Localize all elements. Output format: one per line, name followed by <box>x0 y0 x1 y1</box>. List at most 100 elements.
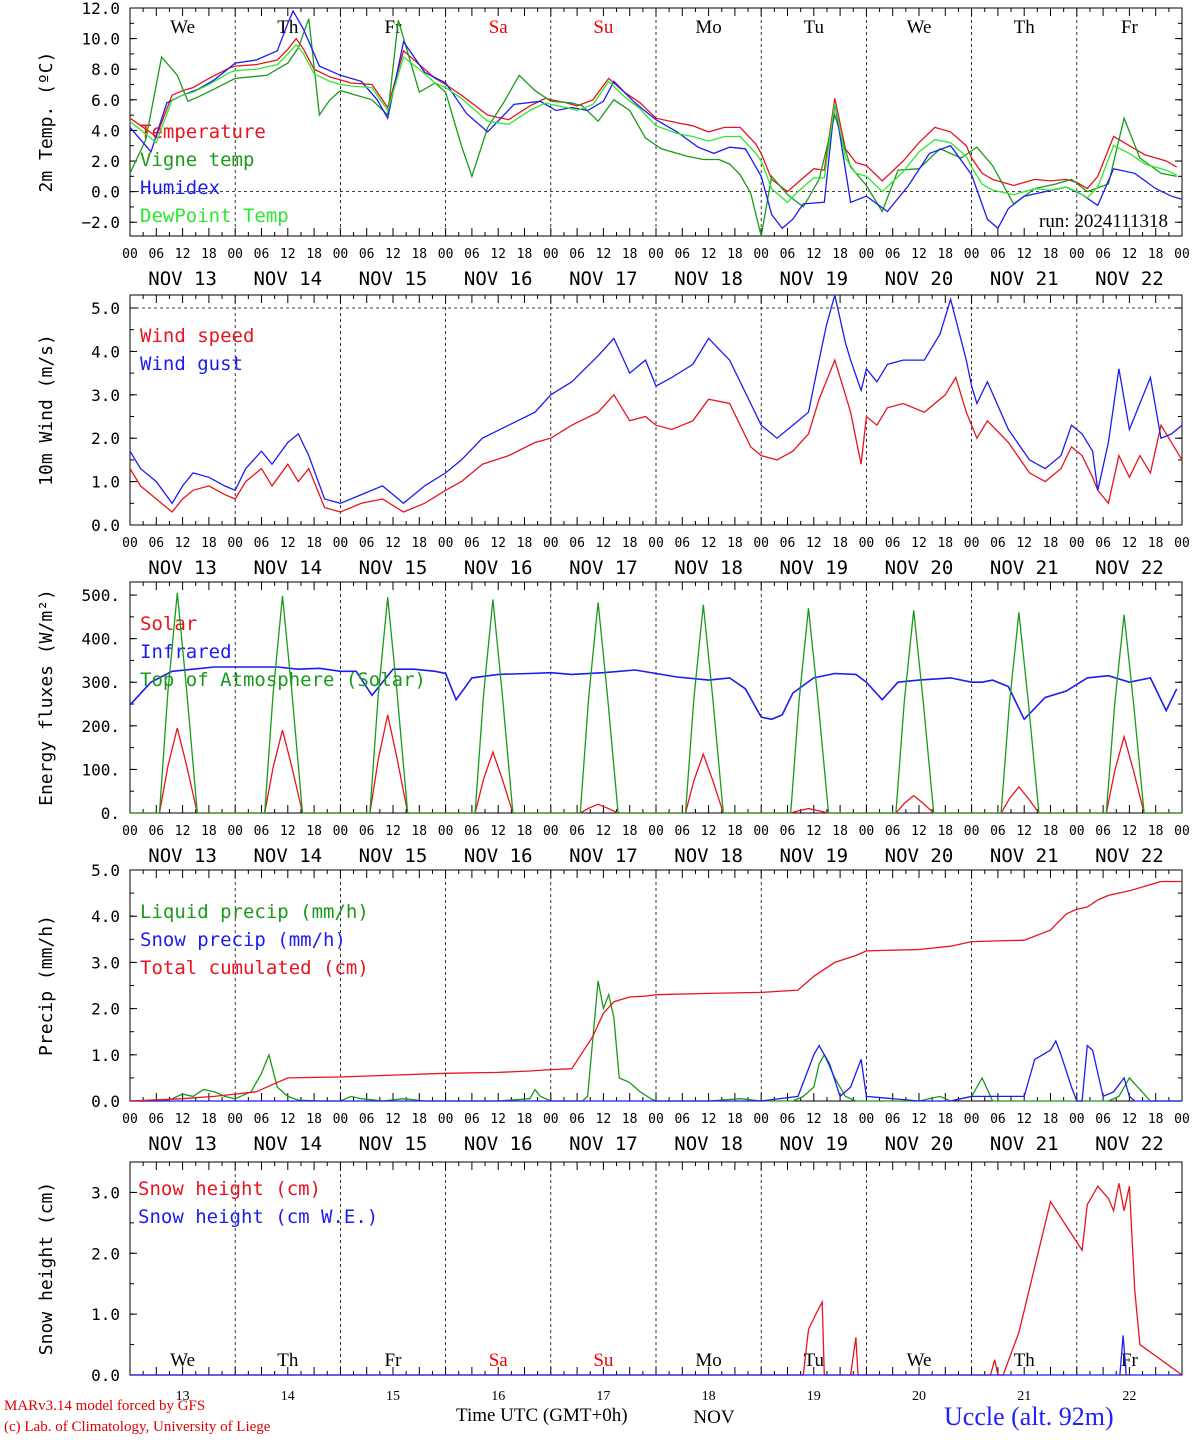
hour-tick-label: 00 <box>543 824 559 839</box>
panel-2: 5.0 4.0 3.0 2.0 1.0 0.0 10m Wind (m/s) 00 06 12 18… <box>36 294 1190 579</box>
hour-tick-label: 12 <box>1122 1112 1138 1127</box>
hour-tick-label: 00 <box>122 1112 138 1127</box>
y-tick-label: 8.0 <box>91 60 120 79</box>
hour-tick-label: 00 <box>1069 247 1085 262</box>
hour-tick-label: 18 <box>937 1112 953 1127</box>
hour-tick-label: 00 <box>859 1112 875 1127</box>
hour-tick-label: 12 <box>806 1112 822 1127</box>
hour-tick-label: 00 <box>964 824 980 839</box>
hour-tick-label: 12 <box>1016 824 1032 839</box>
hour-tick-label: 18 <box>622 247 638 262</box>
y-tick-label: 1.0 <box>91 1046 120 1065</box>
hour-tick-label: 12 <box>701 536 717 551</box>
hour-tick-label: 00 <box>438 824 454 839</box>
date-label: NOV 21 <box>990 845 1059 867</box>
hour-tick-label: 18 <box>411 536 427 551</box>
hour-tick-label: 18 <box>622 824 638 839</box>
hour-tick-label: 00 <box>543 1112 559 1127</box>
hour-tick-label: 06 <box>990 1112 1006 1127</box>
date-label: NOV 14 <box>253 1133 322 1155</box>
date-label: NOV 13 <box>148 268 217 290</box>
hour-tick-label: 00 <box>438 1112 454 1127</box>
hour-tick-label: 18 <box>1148 536 1164 551</box>
hour-tick-label: 18 <box>201 1112 217 1127</box>
date-label: NOV 14 <box>253 557 322 579</box>
hour-tick-label: 00 <box>122 824 138 839</box>
y-tick-label: 2.0 <box>91 1244 120 1263</box>
hour-tick-label: 12 <box>701 824 717 839</box>
hour-tick-label: 12 <box>385 824 401 839</box>
hour-tick-label: 00 <box>1069 536 1085 551</box>
date-label: NOV 19 <box>779 557 848 579</box>
hour-tick-label: 06 <box>885 1112 901 1127</box>
hour-tick-label: 12 <box>911 536 927 551</box>
weekday-label: Tu <box>804 1350 825 1371</box>
date-label: NOV 17 <box>569 268 638 290</box>
hour-tick-label: 18 <box>411 247 427 262</box>
hour-tick-label: 12 <box>806 536 822 551</box>
series-line-total-cumulated-cm- <box>129 880 1182 1102</box>
weekday-label: Fr <box>385 1350 403 1371</box>
hour-tick-label: 06 <box>674 1112 690 1127</box>
weekday-label: Sa <box>489 17 509 38</box>
hour-tick-label: 18 <box>622 1112 638 1127</box>
hour-tick-label: 06 <box>569 247 585 262</box>
hour-tick-label: 12 <box>596 824 612 839</box>
series-line-temperature <box>129 37 1178 193</box>
hour-tick-label: 12 <box>911 824 927 839</box>
day-number-label: 18 <box>702 1389 716 1404</box>
hour-tick-label: 18 <box>306 1112 322 1127</box>
hour-tick-label: 12 <box>175 1112 191 1127</box>
date-label: NOV 22 <box>1095 268 1164 290</box>
hour-tick-label: 18 <box>1043 536 1059 551</box>
weekday-label: Mo <box>695 1350 721 1371</box>
hour-tick-label: 06 <box>674 536 690 551</box>
date-label: NOV 13 <box>148 845 217 867</box>
date-label: NOV 22 <box>1095 1133 1164 1155</box>
day-number-label: 21 <box>1017 1389 1031 1404</box>
hour-tick-label: 12 <box>280 247 296 262</box>
date-label: NOV 18 <box>674 557 743 579</box>
hour-tick-label: 18 <box>306 536 322 551</box>
hour-tick-label: 00 <box>753 1112 769 1127</box>
hour-tick-label: 12 <box>490 536 506 551</box>
day-number-label: 22 <box>1122 1389 1136 1404</box>
weekday-label: Su <box>593 1350 614 1371</box>
date-label: NOV 18 <box>674 268 743 290</box>
hour-tick-label: 12 <box>1016 536 1032 551</box>
hour-tick-label: 12 <box>175 824 191 839</box>
month-label: NOV <box>693 1407 734 1428</box>
hour-tick-label: 12 <box>280 536 296 551</box>
hour-tick-label: 00 <box>859 536 875 551</box>
hour-tick-label: 12 <box>490 247 506 262</box>
hour-tick-label: 06 <box>1095 247 1111 262</box>
date-label: NOV 14 <box>253 845 322 867</box>
hour-tick-label: 18 <box>1043 824 1059 839</box>
weekday-label: Fr <box>385 17 403 38</box>
hour-tick-label: 12 <box>490 1112 506 1127</box>
weekday-label: Th <box>277 17 299 38</box>
hour-tick-label: 06 <box>780 536 796 551</box>
hour-tick-label: 18 <box>201 824 217 839</box>
y-tick-label: 100. <box>81 760 120 779</box>
date-label: NOV 16 <box>464 268 533 290</box>
y-tick-label: 0.0 <box>91 183 120 202</box>
hour-tick-label: 12 <box>701 1112 717 1127</box>
legend-entry: Top of Atmosphere (Solar) <box>140 669 426 691</box>
day-number-label: 20 <box>912 1389 926 1404</box>
footer-model-credit: MARv3.14 model forced by GFS <box>4 1398 206 1414</box>
hour-tick-label: 00 <box>1174 247 1190 262</box>
hour-tick-label: 18 <box>727 824 743 839</box>
y-axis-label: Precip (mm/h) <box>36 915 57 1056</box>
hour-tick-label: 00 <box>438 247 454 262</box>
hour-tick-label: 18 <box>517 536 533 551</box>
hour-tick-label: 12 <box>701 247 717 262</box>
panel-3: 500. 400. 300. 200. 100. 0. Energy fluxes (W/m… <box>36 581 1190 867</box>
hour-tick-label: 12 <box>1122 247 1138 262</box>
y-axis-label: 10m Wind (m/s) <box>36 334 57 486</box>
hour-tick-label: 00 <box>333 247 349 262</box>
hour-tick-label: 06 <box>990 247 1006 262</box>
hour-tick-label: 12 <box>490 824 506 839</box>
hour-tick-label: 18 <box>832 1112 848 1127</box>
